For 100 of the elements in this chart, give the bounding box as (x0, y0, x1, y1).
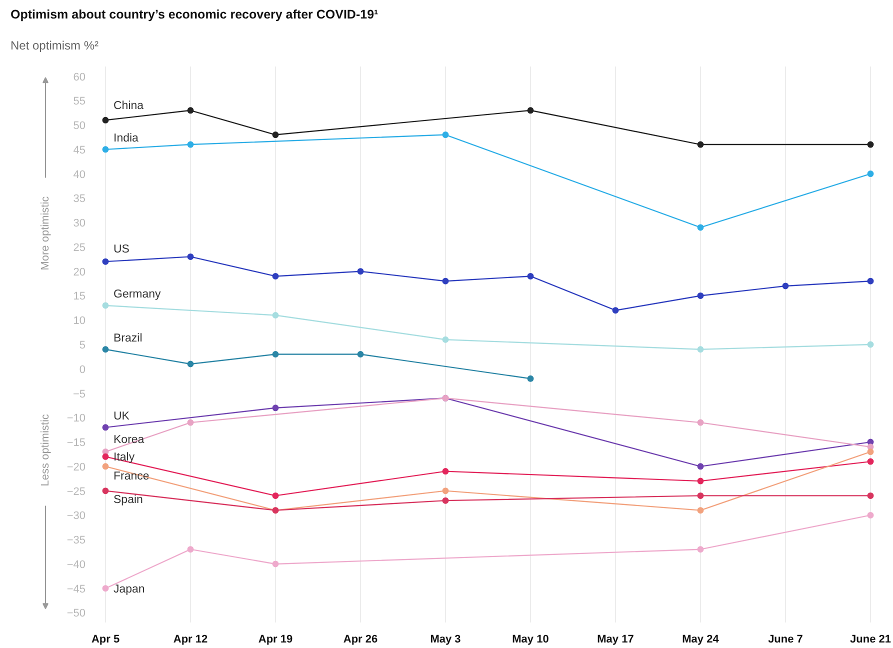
point (697, 419, 704, 426)
point (102, 424, 109, 431)
point (527, 107, 534, 114)
point (187, 253, 194, 260)
point (782, 282, 789, 290)
x-tick-label: June 21 (850, 634, 891, 646)
y-tick-label: 50 (73, 120, 86, 132)
y-tick-label: −20 (66, 461, 86, 474)
point (102, 453, 109, 460)
y-tick-label: −35 (66, 534, 86, 547)
y-tick-label: 5 (79, 340, 86, 352)
point (272, 351, 279, 358)
series-label: Spain (114, 494, 143, 506)
point (272, 272, 279, 280)
series-label: Korea (114, 434, 145, 446)
x-tick-label: May 17 (597, 634, 634, 646)
series-label: Brazil (114, 332, 142, 344)
point (187, 419, 194, 426)
point (187, 360, 194, 368)
point (442, 497, 449, 504)
y-tick-label: −45 (66, 583, 86, 596)
point (697, 224, 704, 231)
point (272, 492, 279, 499)
point (612, 307, 619, 314)
point (867, 341, 874, 348)
x-tick-label: May 24 (682, 634, 720, 646)
point (442, 336, 449, 343)
point (272, 132, 279, 138)
point (527, 375, 534, 382)
y-tick-label: 15 (73, 290, 86, 303)
point (697, 546, 704, 553)
y-tick-label: 55 (73, 96, 86, 108)
point (867, 512, 874, 518)
y-tick-label: 10 (73, 315, 86, 328)
point (697, 507, 704, 514)
x-tick-label: Apr 5 (91, 634, 120, 646)
point (187, 546, 194, 553)
point (697, 492, 704, 499)
y-tick-label: 30 (73, 218, 86, 230)
point (102, 146, 109, 153)
y-tick-label: 60 (73, 71, 86, 84)
point (527, 272, 534, 280)
point (272, 404, 279, 412)
point (867, 448, 874, 456)
point (867, 141, 874, 148)
point (272, 312, 279, 318)
point (867, 458, 874, 465)
y-tick-label: −50 (66, 608, 86, 620)
point (102, 463, 109, 470)
chart-subtitle: Net optimism %² (10, 38, 99, 52)
point (357, 351, 364, 358)
point (102, 346, 109, 353)
series-label: China (114, 100, 144, 112)
series-label: Italy (114, 452, 135, 464)
point (102, 258, 109, 265)
point (102, 116, 109, 124)
y-tick-label: −15 (66, 437, 86, 450)
point (697, 292, 704, 299)
y-tick-label: 45 (73, 144, 86, 156)
x-tick-label: Apr 19 (258, 634, 293, 646)
x-tick-label: Apr 12 (173, 634, 208, 646)
series-label: Japan (114, 583, 145, 596)
point (867, 492, 874, 499)
y-tick-label: 40 (73, 168, 86, 181)
point (442, 488, 449, 494)
y-tick-label: −10 (66, 412, 86, 425)
text: Less optimistic (40, 414, 52, 486)
point (357, 268, 364, 275)
x-tick-label: Apr 26 (343, 634, 378, 646)
y-tick-label: −30 (66, 510, 86, 522)
point (272, 560, 279, 568)
point (867, 170, 874, 178)
y-tick-label: 25 (73, 242, 86, 254)
point (697, 346, 704, 353)
point (442, 278, 449, 284)
y-tick-label: 0 (79, 364, 86, 376)
point (697, 478, 704, 484)
y-tick-label: −5 (72, 388, 86, 400)
point (102, 585, 109, 592)
point (102, 302, 109, 309)
chart-title: Optimism about country’s economic recovery after COVID-19¹ (10, 8, 378, 22)
x-tick-label: May 3 (430, 634, 461, 646)
series-label: US (114, 244, 130, 256)
y-tick-label: 35 (73, 193, 86, 206)
series-label: India (114, 132, 140, 144)
point (187, 107, 194, 114)
point (697, 141, 704, 148)
y-tick-label: −40 (66, 558, 86, 571)
y-tick-label: −25 (66, 486, 86, 498)
series-label: UK (114, 410, 130, 422)
y-tick-label: 20 (73, 266, 86, 278)
point (442, 132, 449, 138)
point (867, 278, 874, 284)
text: More optimistic (40, 196, 52, 270)
series-label: Germany (114, 288, 162, 300)
point (102, 488, 109, 494)
series-label: France (114, 470, 150, 482)
point (187, 141, 194, 148)
point (697, 463, 704, 470)
point (442, 468, 449, 475)
